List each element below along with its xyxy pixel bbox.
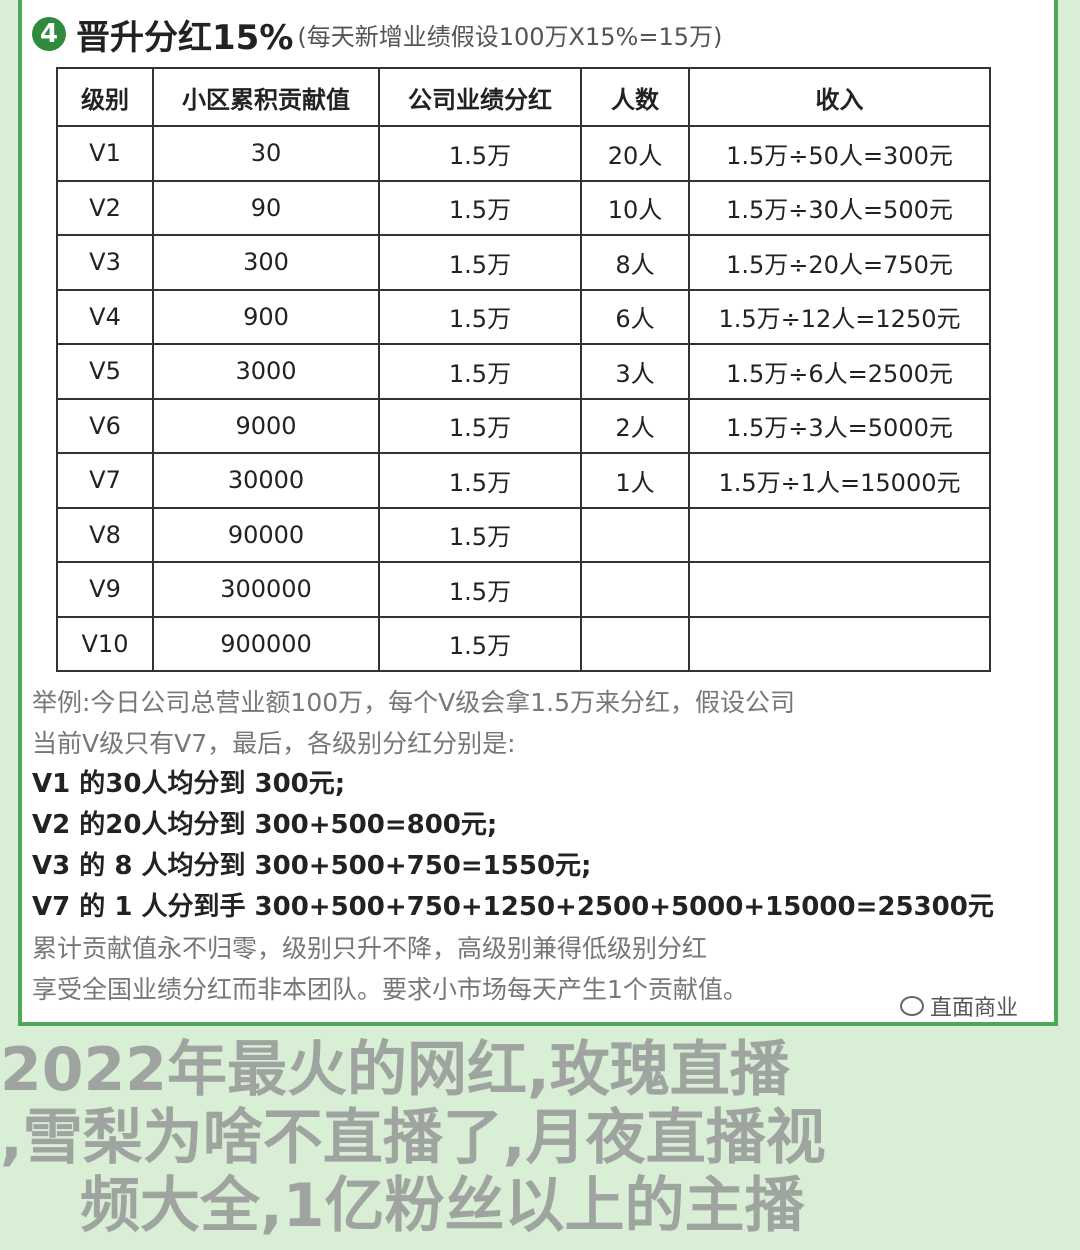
table-cell: 1.5万÷6人=2500元 [688, 343, 991, 400]
column-header: 公司业绩分红 [378, 67, 582, 127]
title-main: 晋升分红15% [76, 17, 294, 58]
watermark: 直面商业 [900, 990, 1018, 1022]
step-number-badge: 4 [32, 17, 66, 51]
table-cell: 2人 [580, 397, 690, 454]
table-cell: 1.5万 [378, 452, 582, 509]
table-cell: V7 [56, 452, 154, 509]
table-cell: 300 [152, 234, 380, 291]
table-cell: V5 [56, 343, 154, 400]
table-cell: 9000 [152, 397, 380, 454]
table-cell [580, 615, 690, 672]
footer-line-1: 累计贡献值永不归零，级别只升不降，高级别兼得低级别分红 [32, 934, 708, 963]
overlay-line: 2022年最火的网红,玫瑰直播 [0, 1035, 790, 1105]
table-cell: 1.5万 [378, 343, 582, 400]
table-row: V1 30 1.5万 20人 1.5万÷50人=300元 [56, 125, 991, 182]
watermark-text: 直面商业 [930, 996, 1019, 1021]
table-row: V9 300000 1.5万 [56, 561, 991, 618]
table-cell: 1.5万 [378, 179, 582, 236]
table-row: V10 900000 1.5万 [56, 615, 991, 672]
table-cell: 20人 [580, 125, 690, 182]
table-cell: V6 [56, 397, 154, 454]
table-cell: 1.5万 [378, 561, 582, 618]
table-header-row: 级别 小区累积贡献值 公司业绩分红 人数 收入 [56, 67, 991, 127]
table-row: V8 90000 1.5万 [56, 506, 991, 563]
title-sub: (每天新增业绩假设100万X15%=15万) [297, 22, 723, 51]
column-header: 人数 [580, 67, 690, 127]
example-line: V1 的30人均分到 300元; [32, 769, 346, 799]
table-cell: V3 [56, 234, 154, 291]
table-cell: 1.5万 [378, 397, 582, 454]
table-cell: 1.5万 [378, 288, 582, 345]
table-cell: 1.5万÷12人=1250元 [688, 288, 991, 345]
table-cell: V8 [56, 506, 154, 563]
table-row: V5 3000 1.5万 3人 1.5万÷6人=2500元 [56, 343, 991, 400]
table-cell: 1.5万÷3人=5000元 [688, 397, 991, 454]
example-line: V3 的 8 人均分到 300+500+750=1550元; [32, 851, 592, 881]
table-cell: 1.5万 [378, 506, 582, 563]
table-cell: 30 [152, 125, 380, 182]
table-cell: 1.5万÷30人=500元 [688, 179, 991, 236]
table-cell: 1人 [580, 452, 690, 509]
table-cell: 90000 [152, 506, 380, 563]
table-cell: 900 [152, 288, 380, 345]
table-cell [688, 615, 991, 672]
wechat-icon [900, 996, 924, 1016]
table-cell: 30000 [152, 452, 380, 509]
table-cell: V9 [56, 561, 154, 618]
column-header: 小区累积贡献值 [152, 67, 380, 127]
table-cell: 1.5万÷20人=750元 [688, 234, 991, 291]
table-cell: V1 [56, 125, 154, 182]
table-cell: 300000 [152, 561, 380, 618]
table-cell: 900000 [152, 615, 380, 672]
table-cell: 6人 [580, 288, 690, 345]
table-row: V6 9000 1.5万 2人 1.5万÷3人=5000元 [56, 397, 991, 454]
table-cell: 1.5万 [378, 615, 582, 672]
table-cell: 3人 [580, 343, 690, 400]
section-title: 4 晋升分红15% (每天新增业绩假设100万X15%=15万) [32, 14, 723, 58]
table-cell: 3000 [152, 343, 380, 400]
table-cell: 1.5万÷50人=300元 [688, 125, 991, 182]
table-row: V3 300 1.5万 8人 1.5万÷20人=750元 [56, 234, 991, 291]
example-line: V2 的20人均分到 300+500=800元; [32, 810, 498, 840]
column-header: 收入 [688, 67, 991, 127]
table-cell: 1.5万÷1人=15000元 [688, 452, 991, 509]
table-cell [688, 506, 991, 563]
overlay-line: 频大全,1亿粉丝以上的主播 [80, 1171, 805, 1241]
example-line: V7 的 1 人分到手 300+500+750+1250+2500+5000+1… [32, 892, 994, 922]
intro-line-1: 举例:今日公司总营业额100万，每个V级会拿1.5万来分红，假设公司 [32, 688, 796, 717]
table-cell: V2 [56, 179, 154, 236]
table-row: V2 90 1.5万 10人 1.5万÷30人=500元 [56, 179, 991, 236]
footer-line-2: 享受全国业绩分红而非本团队。要求小市场每天产生1个贡献值。 [32, 975, 748, 1004]
table-cell [580, 506, 690, 563]
overlay-caption: 2022年最火的网红,玫瑰直播 ,雪梨为啥不直播了,月夜直播视 频大全,1亿粉丝… [0, 1036, 1080, 1240]
table-cell: V4 [56, 288, 154, 345]
table-cell [688, 561, 991, 618]
table-cell: 90 [152, 179, 380, 236]
table-row: V7 30000 1.5万 1人 1.5万÷1人=15000元 [56, 452, 991, 509]
column-header: 级别 [56, 67, 154, 127]
table-cell: 1.5万 [378, 234, 582, 291]
table-row: V4 900 1.5万 6人 1.5万÷12人=1250元 [56, 288, 991, 345]
intro-line-2: 当前V级只有V7，最后，各级别分红分别是: [32, 729, 516, 758]
table-cell: 1.5万 [378, 125, 582, 182]
notes: 举例:今日公司总营业额100万，每个V级会拿1.5万来分红，假设公司 当前V级只… [32, 682, 994, 1010]
table-cell [580, 561, 690, 618]
bonus-table: 级别 小区累积贡献值 公司业绩分红 人数 收入 V1 30 1.5万 20人 1.5万÷50人=… [56, 67, 991, 672]
table-cell: V10 [56, 615, 154, 672]
table-cell: 10人 [580, 179, 690, 236]
table-cell: 8人 [580, 234, 690, 291]
overlay-line: ,雪梨为啥不直播了,月夜直播视 [0, 1103, 826, 1173]
